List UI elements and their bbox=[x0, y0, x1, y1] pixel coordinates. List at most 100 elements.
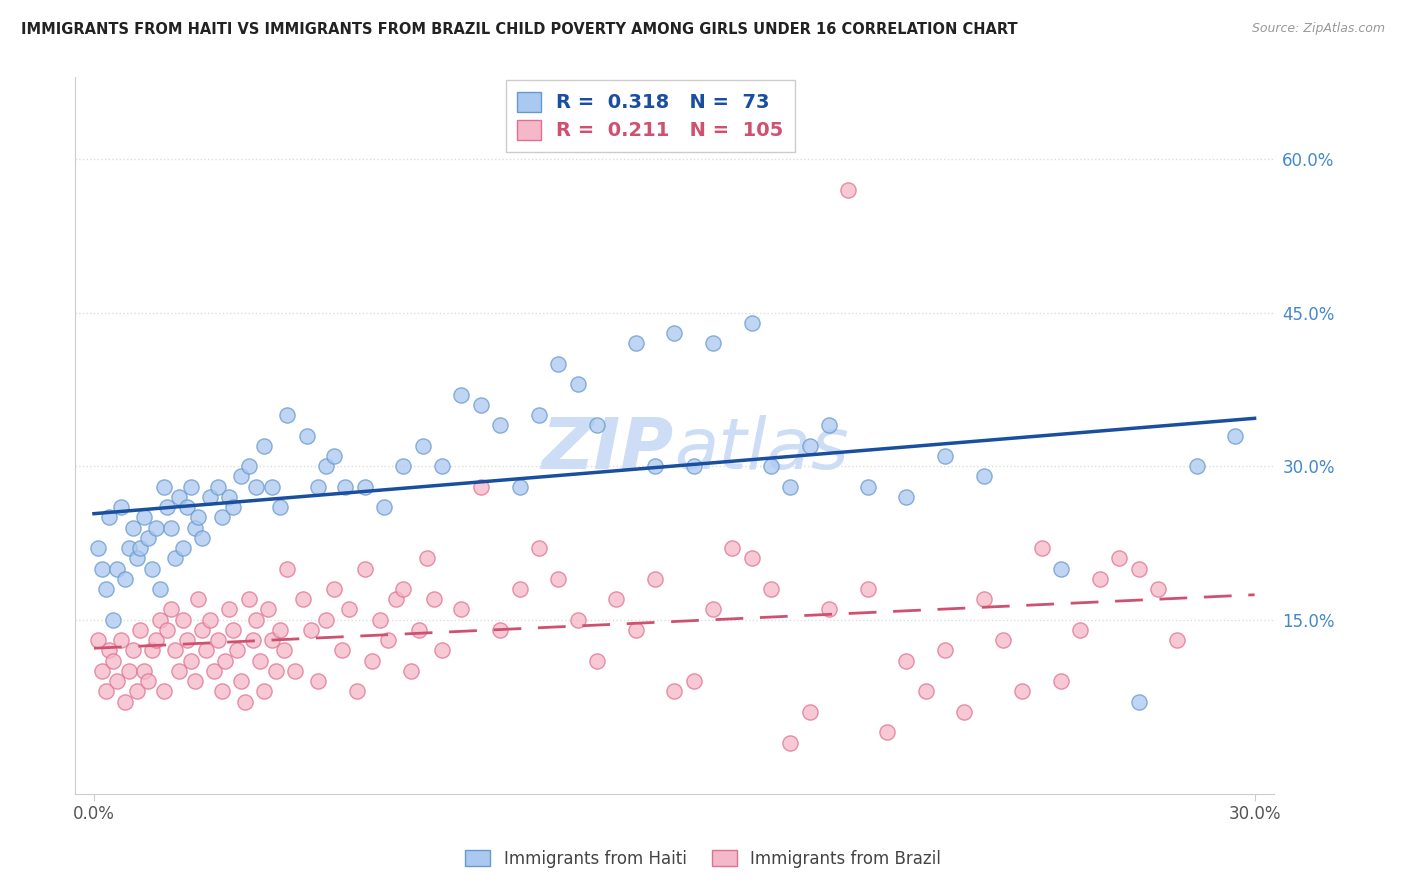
Point bbox=[118, 664, 141, 678]
Point bbox=[156, 623, 179, 637]
Point bbox=[167, 490, 190, 504]
Text: atlas: atlas bbox=[675, 416, 849, 484]
Point bbox=[896, 654, 918, 668]
Point bbox=[856, 582, 879, 596]
Point bbox=[121, 521, 143, 535]
Point bbox=[149, 582, 172, 596]
Point bbox=[377, 633, 399, 648]
Point bbox=[1031, 541, 1053, 555]
Text: Source: ZipAtlas.com: Source: ZipAtlas.com bbox=[1251, 22, 1385, 36]
Point bbox=[276, 408, 298, 422]
Point bbox=[167, 664, 190, 678]
Point bbox=[145, 633, 167, 648]
Point bbox=[567, 377, 589, 392]
Point bbox=[253, 684, 276, 698]
Point bbox=[973, 592, 995, 607]
Point bbox=[586, 418, 609, 433]
Point bbox=[103, 613, 125, 627]
Point bbox=[527, 408, 550, 422]
Point bbox=[226, 643, 249, 657]
Point bbox=[624, 623, 647, 637]
Point bbox=[489, 418, 512, 433]
Point bbox=[353, 561, 375, 575]
Point bbox=[152, 684, 174, 698]
Point bbox=[187, 592, 209, 607]
Point bbox=[187, 510, 209, 524]
Point bbox=[914, 684, 936, 698]
Point bbox=[392, 582, 415, 596]
Point bbox=[211, 510, 233, 524]
Point bbox=[214, 654, 236, 668]
Point bbox=[346, 684, 368, 698]
Point bbox=[353, 480, 375, 494]
Point bbox=[110, 633, 132, 648]
Point bbox=[98, 510, 121, 524]
Point bbox=[818, 602, 841, 616]
Point bbox=[242, 633, 264, 648]
Point bbox=[195, 643, 218, 657]
Point bbox=[269, 623, 291, 637]
Point bbox=[1225, 428, 1247, 442]
Point bbox=[264, 664, 287, 678]
Point bbox=[207, 633, 229, 648]
Point bbox=[165, 551, 187, 566]
Point bbox=[412, 439, 434, 453]
Point bbox=[245, 480, 267, 494]
Point bbox=[423, 592, 446, 607]
Point bbox=[508, 480, 530, 494]
Point bbox=[160, 521, 183, 535]
Point bbox=[269, 500, 291, 515]
Point bbox=[741, 551, 763, 566]
Point bbox=[257, 602, 280, 616]
Point bbox=[152, 480, 174, 494]
Text: IMMIGRANTS FROM HAITI VS IMMIGRANTS FROM BRAZIL CHILD POVERTY AMONG GIRLS UNDER : IMMIGRANTS FROM HAITI VS IMMIGRANTS FROM… bbox=[21, 22, 1018, 37]
Point bbox=[253, 439, 276, 453]
Point bbox=[165, 643, 187, 657]
Point bbox=[125, 684, 148, 698]
Point bbox=[547, 572, 569, 586]
Point bbox=[218, 490, 240, 504]
Point bbox=[156, 500, 179, 515]
Point bbox=[218, 602, 240, 616]
Point bbox=[721, 541, 744, 555]
Point bbox=[291, 592, 314, 607]
Point bbox=[567, 613, 589, 627]
Point bbox=[450, 387, 472, 401]
Legend: Immigrants from Haiti, Immigrants from Brazil: Immigrants from Haiti, Immigrants from B… bbox=[458, 844, 948, 875]
Point bbox=[799, 705, 821, 719]
Point bbox=[991, 633, 1014, 648]
Point bbox=[450, 602, 472, 616]
Point bbox=[644, 459, 666, 474]
Point bbox=[207, 480, 229, 494]
Point bbox=[229, 469, 252, 483]
Point bbox=[180, 654, 202, 668]
Point bbox=[934, 449, 956, 463]
Point bbox=[273, 643, 295, 657]
Point bbox=[508, 582, 530, 596]
Point bbox=[1185, 459, 1208, 474]
Point bbox=[315, 613, 337, 627]
Point bbox=[141, 643, 163, 657]
Point bbox=[176, 633, 198, 648]
Point bbox=[94, 684, 117, 698]
Point bbox=[245, 613, 267, 627]
Point bbox=[260, 480, 283, 494]
Point bbox=[1069, 623, 1091, 637]
Point bbox=[136, 531, 159, 545]
Point bbox=[368, 613, 391, 627]
Point bbox=[682, 674, 704, 689]
Point bbox=[527, 541, 550, 555]
Point bbox=[408, 623, 430, 637]
Point bbox=[295, 428, 318, 442]
Point bbox=[430, 459, 453, 474]
Point bbox=[335, 480, 357, 494]
Point bbox=[180, 480, 202, 494]
Point bbox=[973, 469, 995, 483]
Point bbox=[103, 654, 125, 668]
Point bbox=[198, 613, 221, 627]
Point bbox=[222, 500, 245, 515]
Point bbox=[94, 582, 117, 596]
Point bbox=[90, 561, 112, 575]
Point bbox=[90, 664, 112, 678]
Point bbox=[249, 654, 271, 668]
